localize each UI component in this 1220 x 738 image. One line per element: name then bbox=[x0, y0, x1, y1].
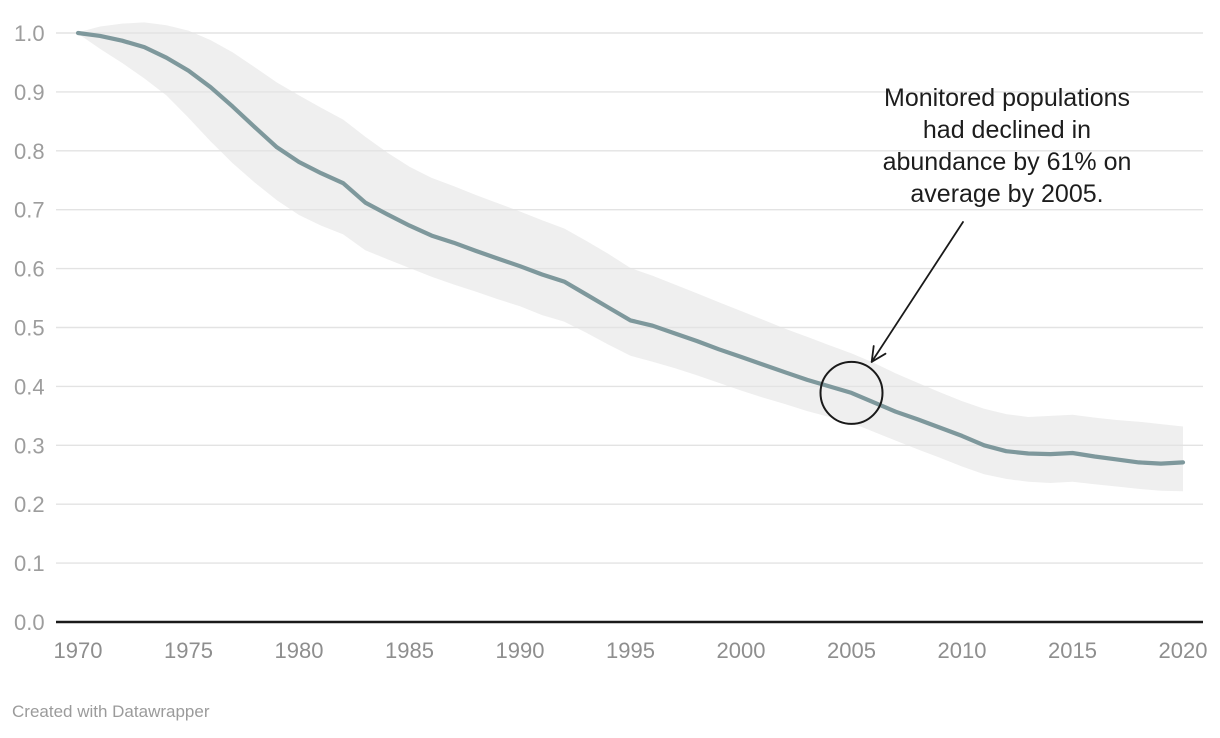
y-tick-label: 0.9 bbox=[14, 80, 45, 105]
y-tick-label: 0.8 bbox=[14, 139, 45, 164]
annotation-circle bbox=[819, 360, 884, 425]
annotation-arrow bbox=[870, 221, 964, 363]
y-tick-label: 0.6 bbox=[14, 257, 45, 282]
abundance-index-line bbox=[75, 30, 1186, 466]
x-tick-label: 2000 bbox=[717, 638, 766, 663]
x-tick-label: 1975 bbox=[164, 638, 213, 663]
x-tick-label: 2015 bbox=[1048, 638, 1097, 663]
x-tick-label: 2010 bbox=[938, 638, 987, 663]
y-tick-label: 1.0 bbox=[14, 21, 45, 46]
y-tick-label: 0.3 bbox=[14, 433, 45, 458]
x-tick-label: 1980 bbox=[275, 638, 324, 663]
annotation-line: average by 2005. bbox=[910, 180, 1104, 208]
annotation-arrowhead bbox=[870, 345, 887, 363]
annotation-line: abundance by 61% on bbox=[882, 148, 1132, 176]
x-tick-label: 2020 bbox=[1159, 638, 1208, 663]
datawrapper-credit-link[interactable]: Created with Datawrapper bbox=[12, 702, 210, 721]
annotation-line: Monitored populations bbox=[884, 84, 1130, 112]
y-tick-label: 0.0 bbox=[14, 610, 45, 635]
y-tick-label: 0.4 bbox=[14, 374, 45, 399]
y-tick-label: 0.1 bbox=[14, 551, 45, 576]
x-tick-label: 1970 bbox=[54, 638, 103, 663]
x-tick-label: 1985 bbox=[385, 638, 434, 663]
annotation-text: Monitored populations had declined in ab… bbox=[857, 82, 1157, 210]
x-tick-label: 2005 bbox=[827, 638, 876, 663]
x-tick-label: 1995 bbox=[606, 638, 655, 663]
confidence-band bbox=[78, 22, 1183, 492]
y-tick-label: 0.7 bbox=[14, 198, 45, 223]
y-tick-label: 0.2 bbox=[14, 492, 45, 517]
x-tick-label: 1990 bbox=[496, 638, 545, 663]
y-tick-label: 0.5 bbox=[14, 316, 45, 341]
annotation-line: had declined in bbox=[922, 116, 1092, 144]
